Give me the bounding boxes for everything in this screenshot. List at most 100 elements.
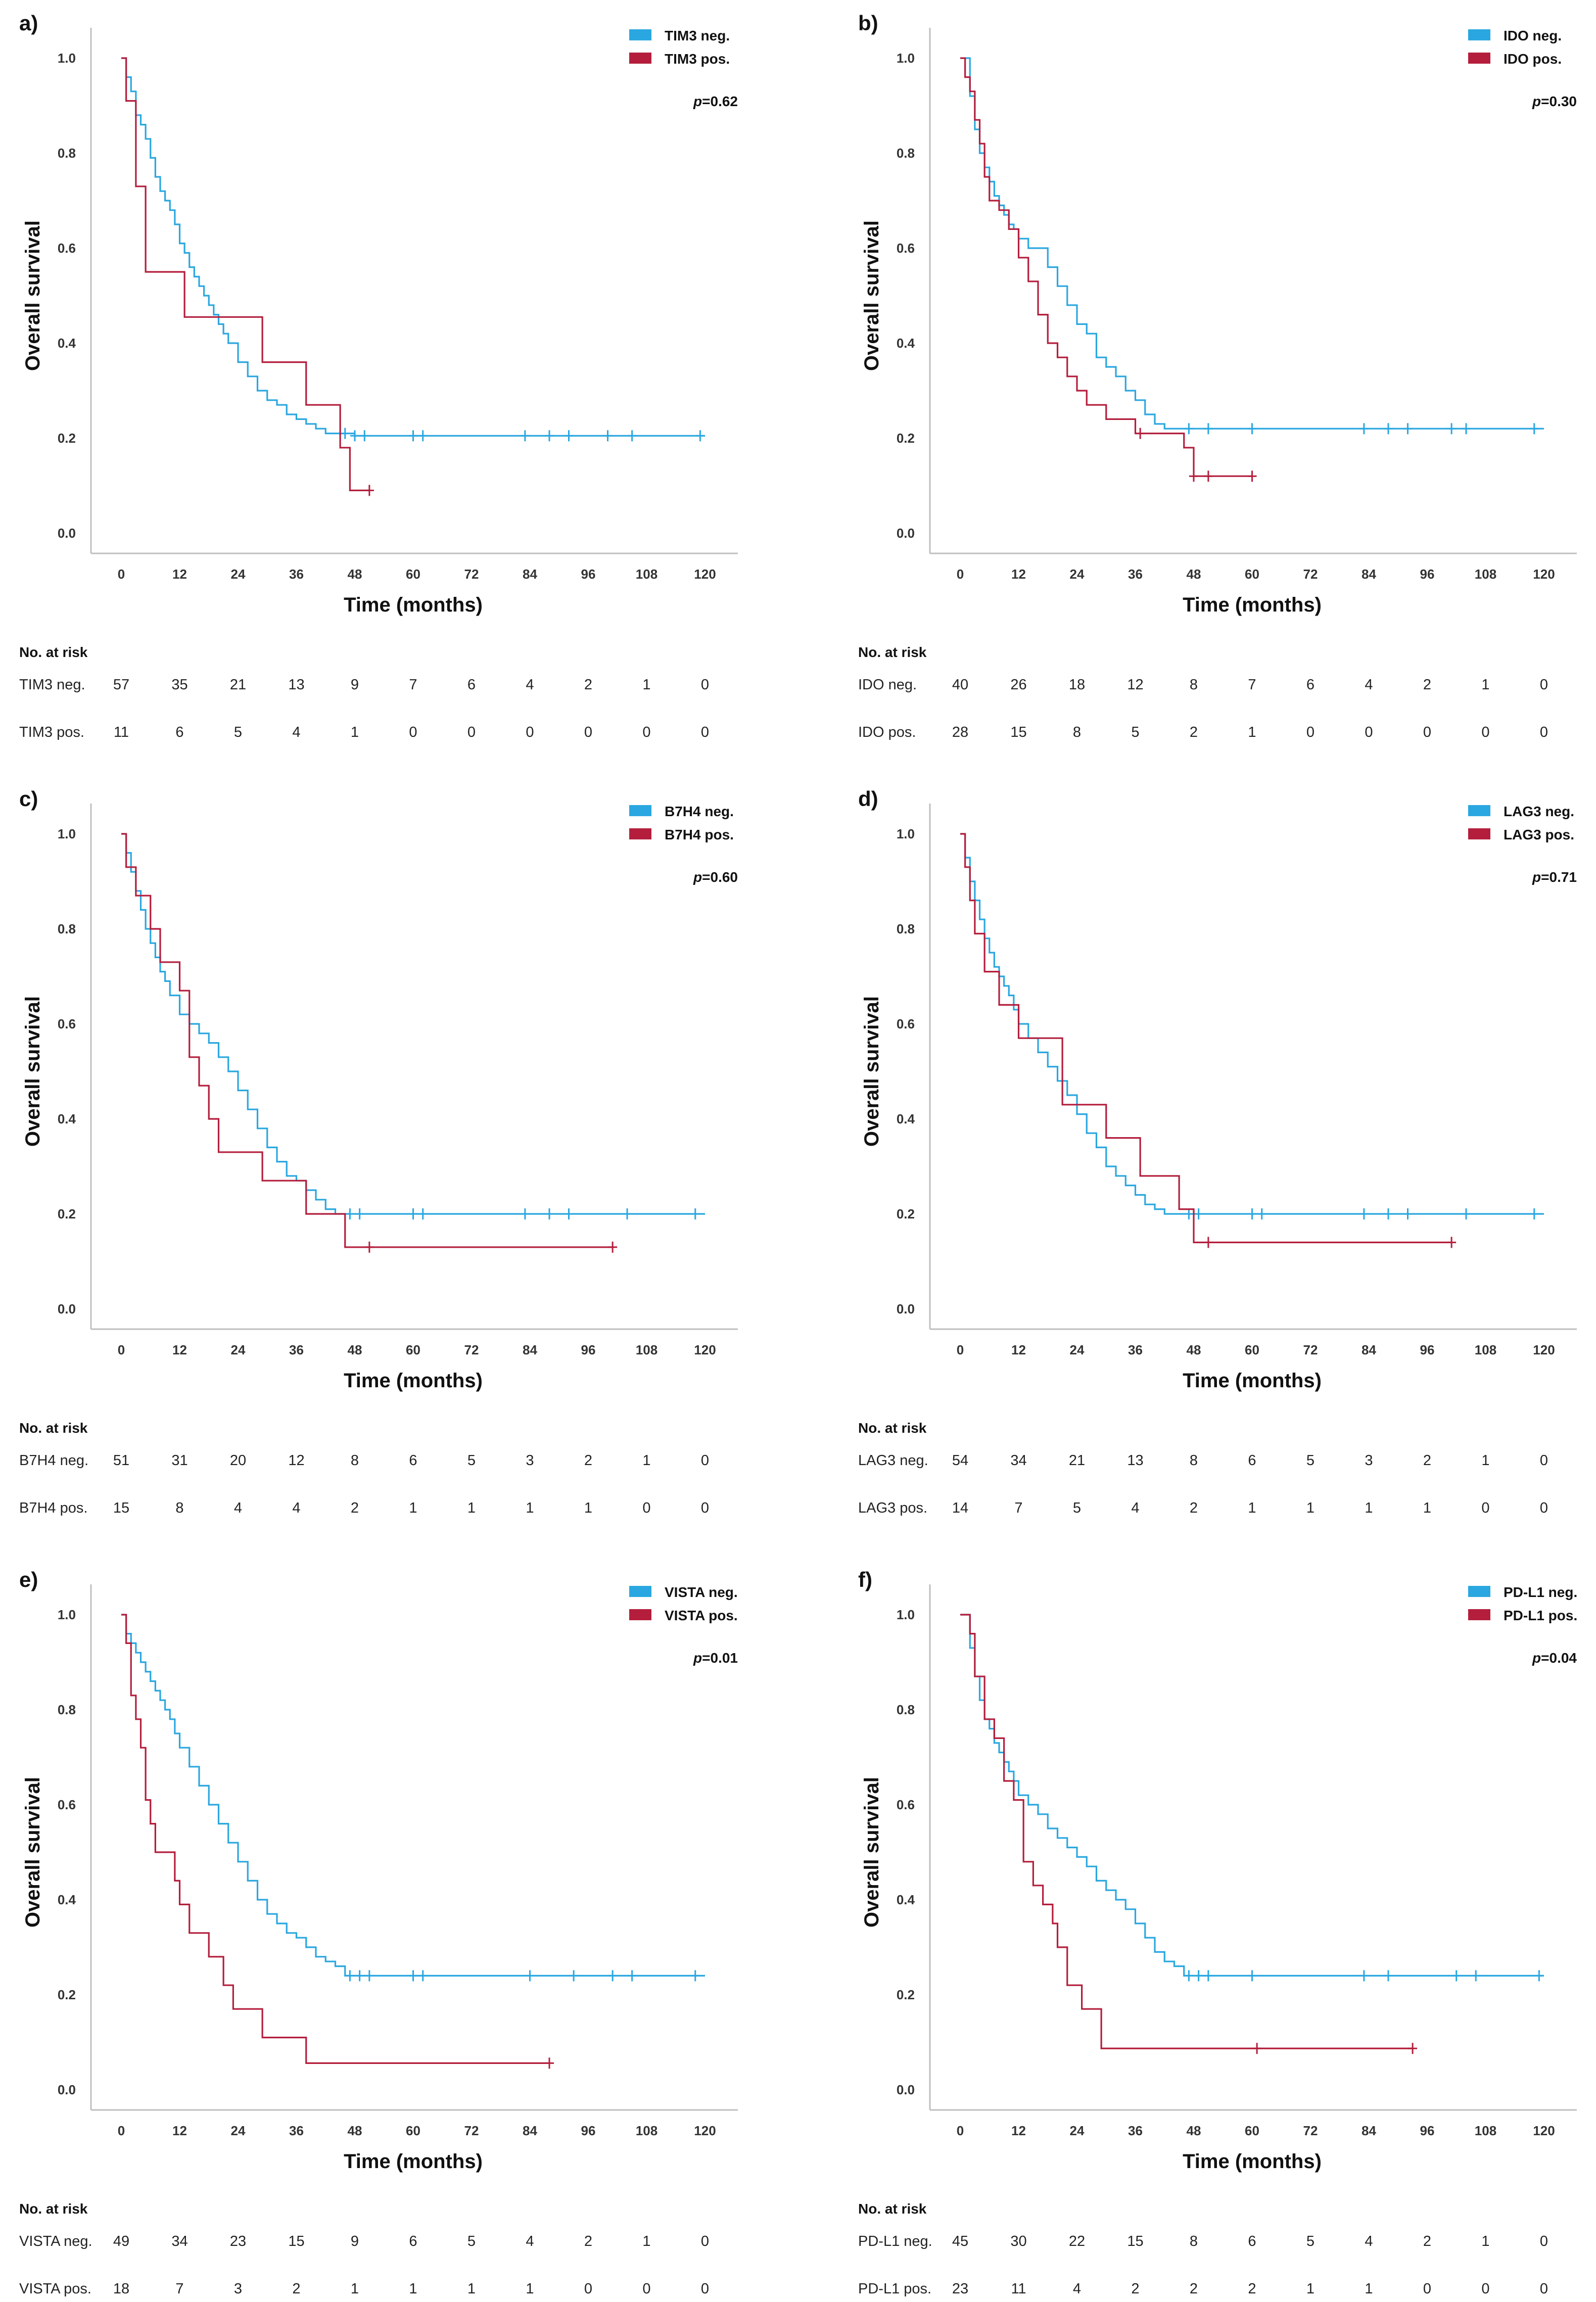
risk-count: 8 [175,1500,183,1516]
risk-count: 7 [1014,1500,1022,1516]
censor-mark [1247,1970,1257,1982]
risk-count: 23 [952,2281,968,2297]
censor-mark [1408,2043,1418,2054]
legend-swatch [1468,828,1490,839]
x-tick-label: 60 [1245,1342,1259,1357]
risk-count: 0 [584,724,592,740]
risk-table-title: No. at risk [19,644,88,660]
x-tick-label: 24 [231,2123,246,2138]
risk-count: 6 [467,677,476,693]
censor-mark [603,430,613,442]
y-tick-label: 0.4 [897,336,915,351]
x-tick-label: 72 [464,567,479,582]
x-tick-label: 108 [636,2123,658,2138]
risk-count: 4 [1365,677,1373,693]
risk-count: 1 [642,677,650,693]
risk-row-label: B7H4 pos. [19,1500,87,1516]
legend-swatch [1468,1586,1490,1597]
risk-row-label: IDO neg. [858,677,917,693]
risk-count: 21 [1069,1452,1085,1469]
risk-row-label: PD-L1 neg. [858,2233,932,2249]
censor-mark [627,1970,637,1982]
y-tick-label: 0.4 [897,1111,915,1126]
survival-curve-pos [121,1614,549,2064]
risk-count: 15 [113,1500,129,1516]
risk-count: 0 [642,1500,650,1516]
risk-count: 3 [1365,1452,1373,1469]
censor-mark [1203,1237,1213,1248]
risk-count: 31 [171,1452,187,1469]
censor-mark [1184,1208,1194,1219]
censor-mark [1529,423,1539,435]
censor-mark [345,1208,355,1219]
risk-count: 1 [467,1500,476,1516]
x-tick-label: 72 [1303,2123,1318,2138]
censor-mark [418,1208,428,1219]
x-tick-label: 84 [1362,2123,1376,2138]
x-tick-label: 120 [694,2123,716,2138]
x-tick-label: 0 [118,2123,125,2138]
y-axis-title: Overall survival [861,996,883,1147]
x-tick-label: 48 [348,567,362,582]
risk-count: 8 [1190,677,1198,693]
risk-row-label: LAG3 pos. [858,1500,927,1516]
censor-mark [1403,423,1413,435]
risk-count: 0 [1481,2281,1489,2297]
risk-count: 1 [409,1500,417,1516]
risk-count: 2 [1423,677,1431,693]
risk-count: 13 [288,677,304,693]
x-tick-label: 96 [581,1342,596,1357]
censor-mark [418,1970,428,1982]
y-axis-title: Overall survival [22,996,44,1147]
x-axis-title: Time (months) [344,2150,483,2173]
legend-label: IDO neg. [1504,28,1562,43]
risk-count: 40 [952,677,968,693]
risk-count: 0 [701,2281,709,2297]
risk-count: 0 [642,2281,650,2297]
x-tick-label: 12 [1011,1342,1026,1357]
x-axis-title: Time (months) [344,1370,483,1392]
risk-count: 6 [409,2233,417,2249]
risk-row-label: VISTA pos. [19,2281,91,2297]
censor-mark [1203,471,1213,482]
x-axis-title: Time (months) [1183,594,1322,616]
y-tick-label: 0.4 [58,1111,76,1126]
x-tick-label: 36 [289,2123,304,2138]
x-tick-label: 48 [348,2123,362,2138]
y-tick-label: 0.6 [897,1797,915,1812]
censor-mark [1203,423,1213,435]
censor-mark [340,428,350,439]
x-tick-label: 108 [636,567,658,582]
legend-label: IDO pos. [1504,51,1562,67]
x-axis-title: Time (months) [1183,2150,1322,2173]
panel-letter: d) [858,787,878,811]
x-tick-label: 72 [1303,1342,1318,1357]
risk-count: 1 [1365,1500,1373,1516]
y-tick-label: 1.0 [58,51,76,66]
risk-count: 1 [1365,2281,1373,2297]
risk-count: 0 [467,724,476,740]
risk-count: 15 [288,2233,304,2249]
risk-count: 4 [1131,1500,1139,1516]
censor-mark [608,1241,618,1253]
censor-mark [545,430,554,442]
risk-row-label: LAG3 neg. [858,1452,928,1469]
x-tick-label: 24 [231,567,246,582]
risk-count: 8 [351,1452,359,1469]
y-axis-title: Overall survival [861,220,883,371]
x-tick-label: 120 [1533,1342,1555,1357]
risk-count: 6 [409,1452,417,1469]
risk-count: 0 [701,677,709,693]
y-axis-title: Overall survival [861,1777,883,1928]
risk-count: 35 [171,677,187,693]
risk-count: 8 [1190,1452,1198,1469]
risk-count: 1 [351,724,359,740]
x-tick-label: 36 [289,1342,304,1357]
censor-mark [1471,1970,1481,1982]
risk-count: 6 [1248,2233,1256,2249]
risk-count: 2 [351,1500,359,1516]
censor-mark [1359,423,1369,435]
risk-count: 1 [1248,1500,1256,1516]
censor-mark [1184,1970,1194,1982]
x-tick-label: 12 [172,2123,187,2138]
